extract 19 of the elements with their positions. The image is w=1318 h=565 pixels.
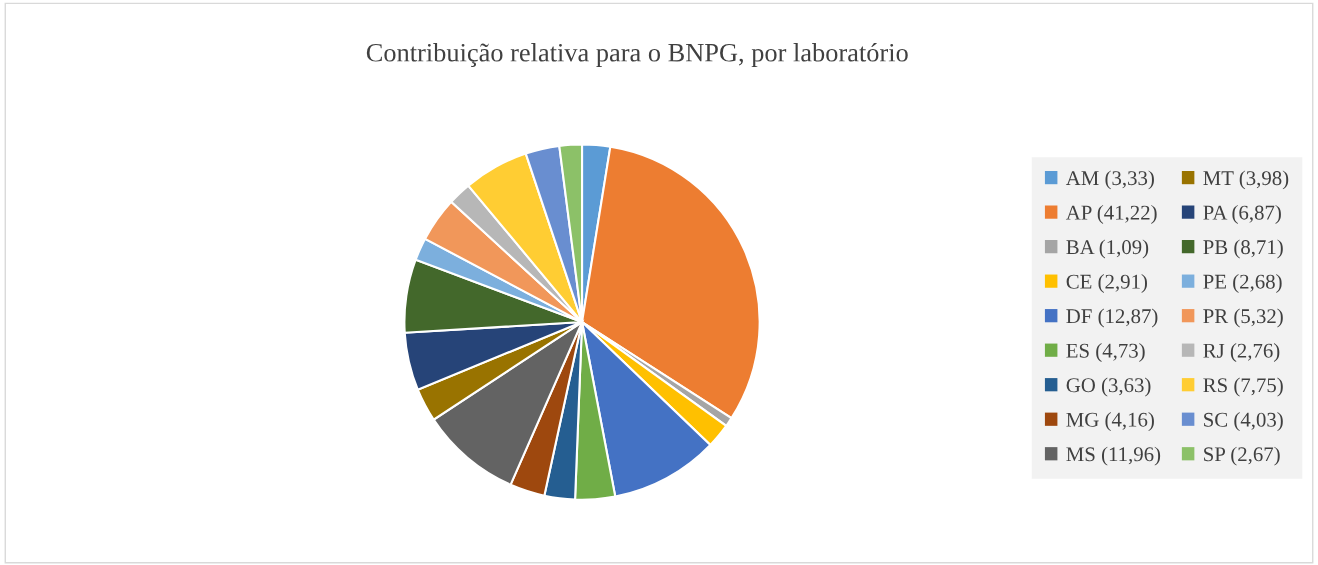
- legend-label: PB (8,71): [1203, 239, 1283, 259]
- legend-label: RJ (2,76): [1203, 343, 1280, 362]
- legend-label: PR (5,32): [1203, 308, 1283, 328]
- legend-label: MS (11,96): [1066, 446, 1161, 466]
- legend-label: MG (4,16): [1066, 412, 1154, 431]
- legend-label: SC (4,03): [1204, 412, 1283, 431]
- chart-title: Contribuição relativa para o BNPG, por laboratório: [366, 43, 908, 67]
- legend-label: MT (3,98): [1203, 170, 1289, 190]
- legend-label: CE (2,91): [1066, 274, 1147, 293]
- legend-label: PA (6,87): [1203, 205, 1281, 224]
- legend-label: DF (12,87): [1066, 308, 1158, 328]
- legend-label: RS (7,75): [1203, 377, 1283, 397]
- legend-label: PE (2,68): [1203, 274, 1282, 293]
- legend-label: AP (41,22): [1065, 205, 1157, 224]
- legend-label: BA (1,09): [1066, 239, 1149, 259]
- legend-label: ES (4,73): [1066, 343, 1145, 362]
- legend-label: GO (3,63): [1066, 377, 1151, 397]
- legend-label: SP (2,67): [1204, 446, 1280, 466]
- legend-label: AM (3,33): [1065, 170, 1154, 190]
